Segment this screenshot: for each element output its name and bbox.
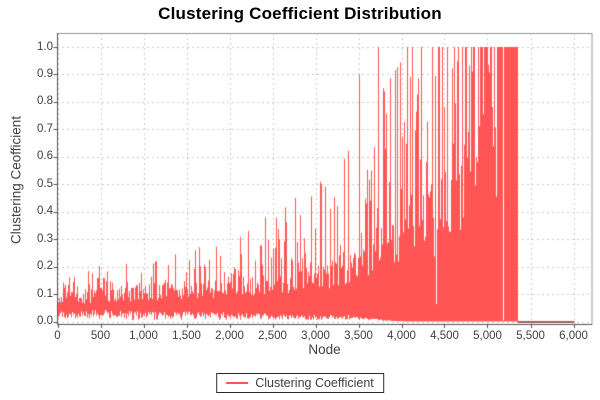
x-tick-label: 3,000 [301, 330, 330, 342]
legend: Clustering Coefficient [216, 373, 384, 393]
x-tick-label: 1,000 [129, 330, 158, 342]
x-tick-label: 2,000 [215, 330, 244, 342]
y-tick-label: 0.3 [37, 232, 53, 245]
y-tick-label: 0.1 [37, 287, 53, 300]
x-tick-label: 5,500 [516, 330, 545, 342]
y-tick-label: 0.7 [37, 122, 53, 135]
legend-label: Clustering Coefficient [255, 376, 374, 390]
chart-title: Clustering Coefficient Distribution [158, 4, 442, 23]
legend-line-swatch [226, 382, 249, 384]
y-tick-label: 0.9 [37, 67, 53, 80]
y-tick-label: 0.0 [37, 315, 53, 327]
x-tick-label: 5,000 [473, 330, 502, 342]
x-tick-label: 4,000 [387, 330, 416, 342]
y-tick-label: 0.5 [37, 177, 53, 190]
x-tick-label: 3,500 [344, 330, 373, 342]
y-tick-label: 1.0 [37, 40, 53, 53]
x-tick-label: 0 [54, 330, 61, 342]
x-axis-title: Node [308, 342, 341, 357]
y-tick-label: 0.4 [37, 205, 53, 218]
y-tick-label: 0.8 [37, 95, 53, 108]
y-tick-label: 0.6 [37, 150, 53, 163]
y-tick-label: 0.2 [37, 260, 53, 273]
x-tick-label: 2,500 [258, 330, 287, 342]
x-tick-label: 4,500 [430, 330, 459, 342]
x-tick-label: 1,500 [172, 330, 201, 342]
x-tick-label: 500 [90, 330, 111, 342]
x-tick-label: 6,000 [559, 330, 588, 342]
